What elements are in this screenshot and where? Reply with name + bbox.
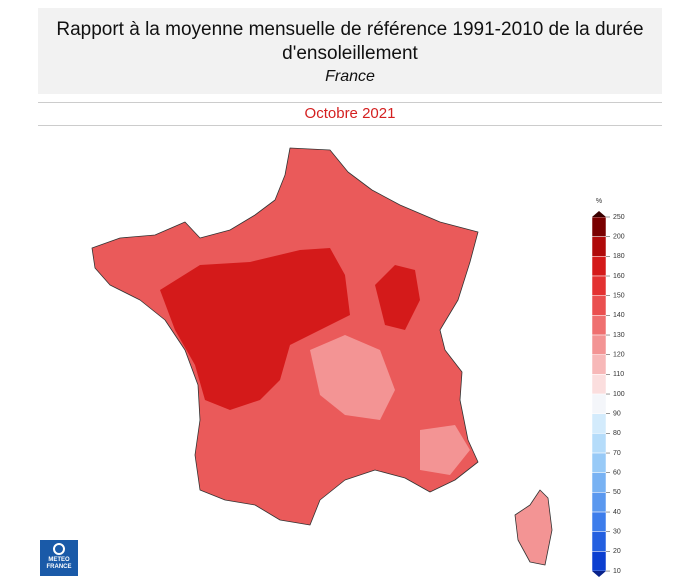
- logo: METEO FRANCE: [40, 540, 78, 576]
- sun-high-zone-east: [375, 265, 420, 330]
- scale-top-arrow: [592, 211, 606, 217]
- scale-bottom-arrow: [592, 571, 606, 578]
- scale-tick-label: 30: [613, 529, 621, 536]
- scale-segment: [591, 492, 607, 513]
- scale-segment: [591, 452, 607, 473]
- scale-tick-label: 120: [613, 352, 625, 359]
- scale-segment: [591, 295, 607, 316]
- scale-segment: [591, 433, 607, 454]
- scale-tick-label: 40: [613, 509, 621, 516]
- scale-segment: [591, 472, 607, 493]
- scale-segment: [591, 334, 607, 355]
- scale-segment: [591, 511, 607, 532]
- color-scale: % 250 200 180 160 150 140 130 120 110 100 90 80 70 60 5…: [591, 198, 625, 578]
- sun-mid-zone: [310, 335, 395, 420]
- title: Rapport à la moyenne mensuelle de référe…: [56, 19, 644, 64]
- scale-tick-label: 60: [613, 470, 621, 477]
- period: Octobre 2021: [38, 102, 662, 126]
- scale-tick-label: 160: [613, 273, 625, 280]
- scale-tick-label: 130: [613, 332, 625, 339]
- scale-segment: [591, 354, 607, 375]
- logo-text: METEO FRANCE: [46, 557, 72, 570]
- logo-icon: [53, 543, 65, 555]
- scale-segment: [591, 315, 607, 336]
- scale-tick-label: 180: [613, 253, 625, 260]
- scale-tick-label: 90: [613, 411, 621, 418]
- scale-segment: [591, 256, 607, 277]
- sun-high-zone: [160, 248, 350, 410]
- subtitle: France: [325, 68, 375, 85]
- scale-segment: [591, 374, 607, 395]
- header: Rapport à la moyenne mensuelle de référe…: [38, 8, 662, 94]
- scale-segment: [591, 551, 607, 572]
- scale-segment: [591, 393, 607, 414]
- legend-unit: %: [596, 198, 602, 205]
- scale-segment: [591, 413, 607, 434]
- scale-tick-label: 150: [613, 293, 625, 300]
- france-map: [91, 147, 553, 566]
- scale-segment: [591, 275, 607, 296]
- scale-tick-label: 100: [613, 391, 625, 398]
- sun-mid-zone-se: [420, 425, 470, 475]
- scale-tick-label: 70: [613, 450, 621, 457]
- scale-tick-label: 110: [613, 371, 624, 378]
- scale-tick-label: 250: [613, 214, 625, 221]
- scale-segment: [591, 236, 607, 257]
- scale-segment: [591, 531, 607, 552]
- scale-tick-label: 10: [613, 568, 621, 575]
- scale-tick-label: 140: [613, 312, 625, 319]
- scale-segment: [591, 216, 607, 237]
- scale-tick-label: 80: [613, 430, 621, 437]
- scale-tick-label: 50: [613, 489, 621, 496]
- corsica: [514, 489, 553, 566]
- scale-tick-label: 200: [613, 234, 625, 241]
- scale-tick-label: 20: [613, 548, 621, 555]
